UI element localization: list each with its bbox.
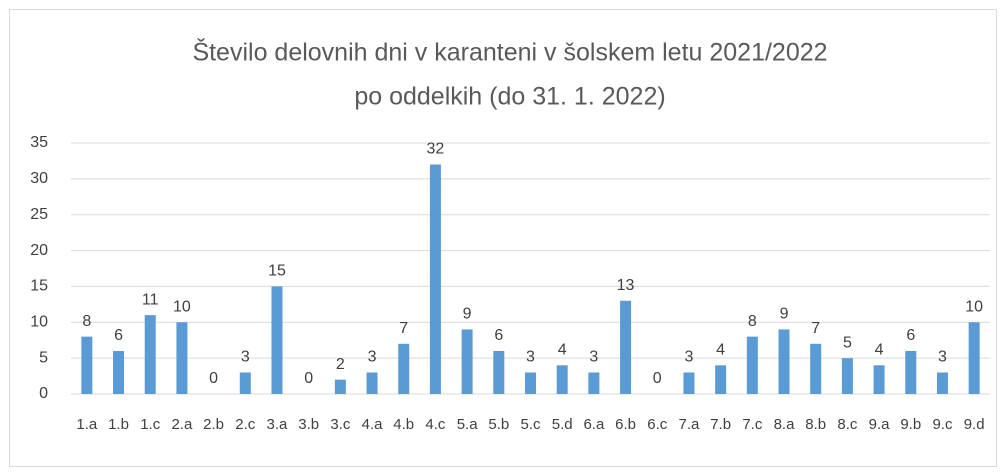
data-label: 3 [368,349,377,366]
bar [715,365,727,394]
data-label: 15 [268,263,286,280]
x-tick-label: 7.b [710,416,731,433]
y-tick-label: 5 [39,349,48,366]
y-tick-label: 35 [30,134,48,151]
x-tick-label: 5.a [457,416,479,433]
chart-border [9,9,997,467]
bar [936,372,948,394]
data-label: 4 [716,342,725,359]
data-label: 5 [843,334,852,351]
bar [525,372,536,394]
y-tick-label: 10 [30,314,48,331]
x-tick-label: 6.a [583,416,605,433]
x-tick-label: 1.c [140,416,161,433]
bar [746,336,758,394]
data-label: 0 [209,370,218,387]
data-label: 3 [684,349,693,366]
bar [905,350,917,394]
data-label: 3 [589,349,598,366]
data-label: 9 [463,306,472,323]
x-tick-label: 2.b [203,416,224,433]
data-label: 4 [875,342,884,359]
x-tick-label: 3.b [298,416,319,433]
data-label: 13 [617,277,635,294]
data-label: 10 [965,299,983,316]
data-label: 3 [938,349,947,366]
bar [239,372,251,394]
x-tick-label: 8.a [774,416,796,433]
bar [366,372,378,394]
bar [620,300,632,394]
bar [429,164,441,394]
data-label: 4 [558,342,567,359]
bar [873,365,885,394]
bar [556,365,568,394]
x-tick-label: 8.b [805,416,826,433]
x-tick-label: 6.b [615,416,636,433]
bar [588,372,600,394]
chart-title: po oddelkih (do 31. 1. 2022) [354,83,665,111]
data-label: 2 [336,356,345,373]
x-tick-label: 9.b [900,416,921,433]
data-label: 0 [304,370,313,387]
x-tick-label: 5.c [520,416,541,433]
x-tick-label: 5.d [552,416,573,433]
x-tick-label: 2.c [235,416,256,433]
data-label: 3 [241,349,250,366]
x-tick-label: 7.c [742,416,763,433]
data-label: 32 [427,141,445,158]
bar [176,322,188,394]
x-tick-label: 9.c [932,416,953,433]
x-tick-label: 2.a [171,416,193,433]
data-label: 8 [82,313,91,330]
bar [144,315,156,394]
bar [493,350,505,394]
bar [334,379,346,394]
bar [271,286,283,394]
bar [81,336,93,394]
bar [968,322,980,394]
x-tick-label: 1.b [108,416,129,433]
data-label: 10 [173,299,191,316]
y-tick-label: 25 [30,206,48,223]
data-label: 6 [906,327,915,344]
bar [398,343,410,394]
x-tick-label: 8.c [837,416,858,433]
x-tick-label: 4.b [393,416,414,433]
data-label: 3 [526,349,535,366]
y-tick-label: 20 [30,242,48,259]
x-tick-label: 4.c [425,416,446,433]
y-tick-label: 30 [30,170,48,187]
bar [810,343,822,394]
data-label: 9 [780,306,789,323]
x-tick-label: 6.c [647,416,668,433]
bar [683,372,695,394]
x-tick-label: 9.d [964,416,985,433]
x-tick-label: 3.c [330,416,351,433]
data-label: 6 [114,327,123,344]
x-tick-label: 3.a [267,416,289,433]
x-tick-label: 5.b [488,416,509,433]
data-label: 6 [494,327,503,344]
bar [461,329,473,394]
data-label: 0 [653,370,662,387]
data-label: 8 [748,313,757,330]
data-label: 11 [142,291,159,308]
x-tick-label: 9.a [869,416,891,433]
x-tick-label: 1.a [76,416,98,433]
x-tick-label: 7.a [679,416,701,433]
x-tick-label: 4.a [362,416,384,433]
y-tick-label: 0 [39,385,48,402]
data-label: 7 [811,320,820,337]
chart-title: Število delovnih dni v karanteni v šolsk… [192,38,827,67]
data-label: 7 [399,320,408,337]
bar [778,329,790,394]
y-tick-label: 15 [30,278,48,295]
bar [841,358,853,394]
bar [113,350,125,394]
